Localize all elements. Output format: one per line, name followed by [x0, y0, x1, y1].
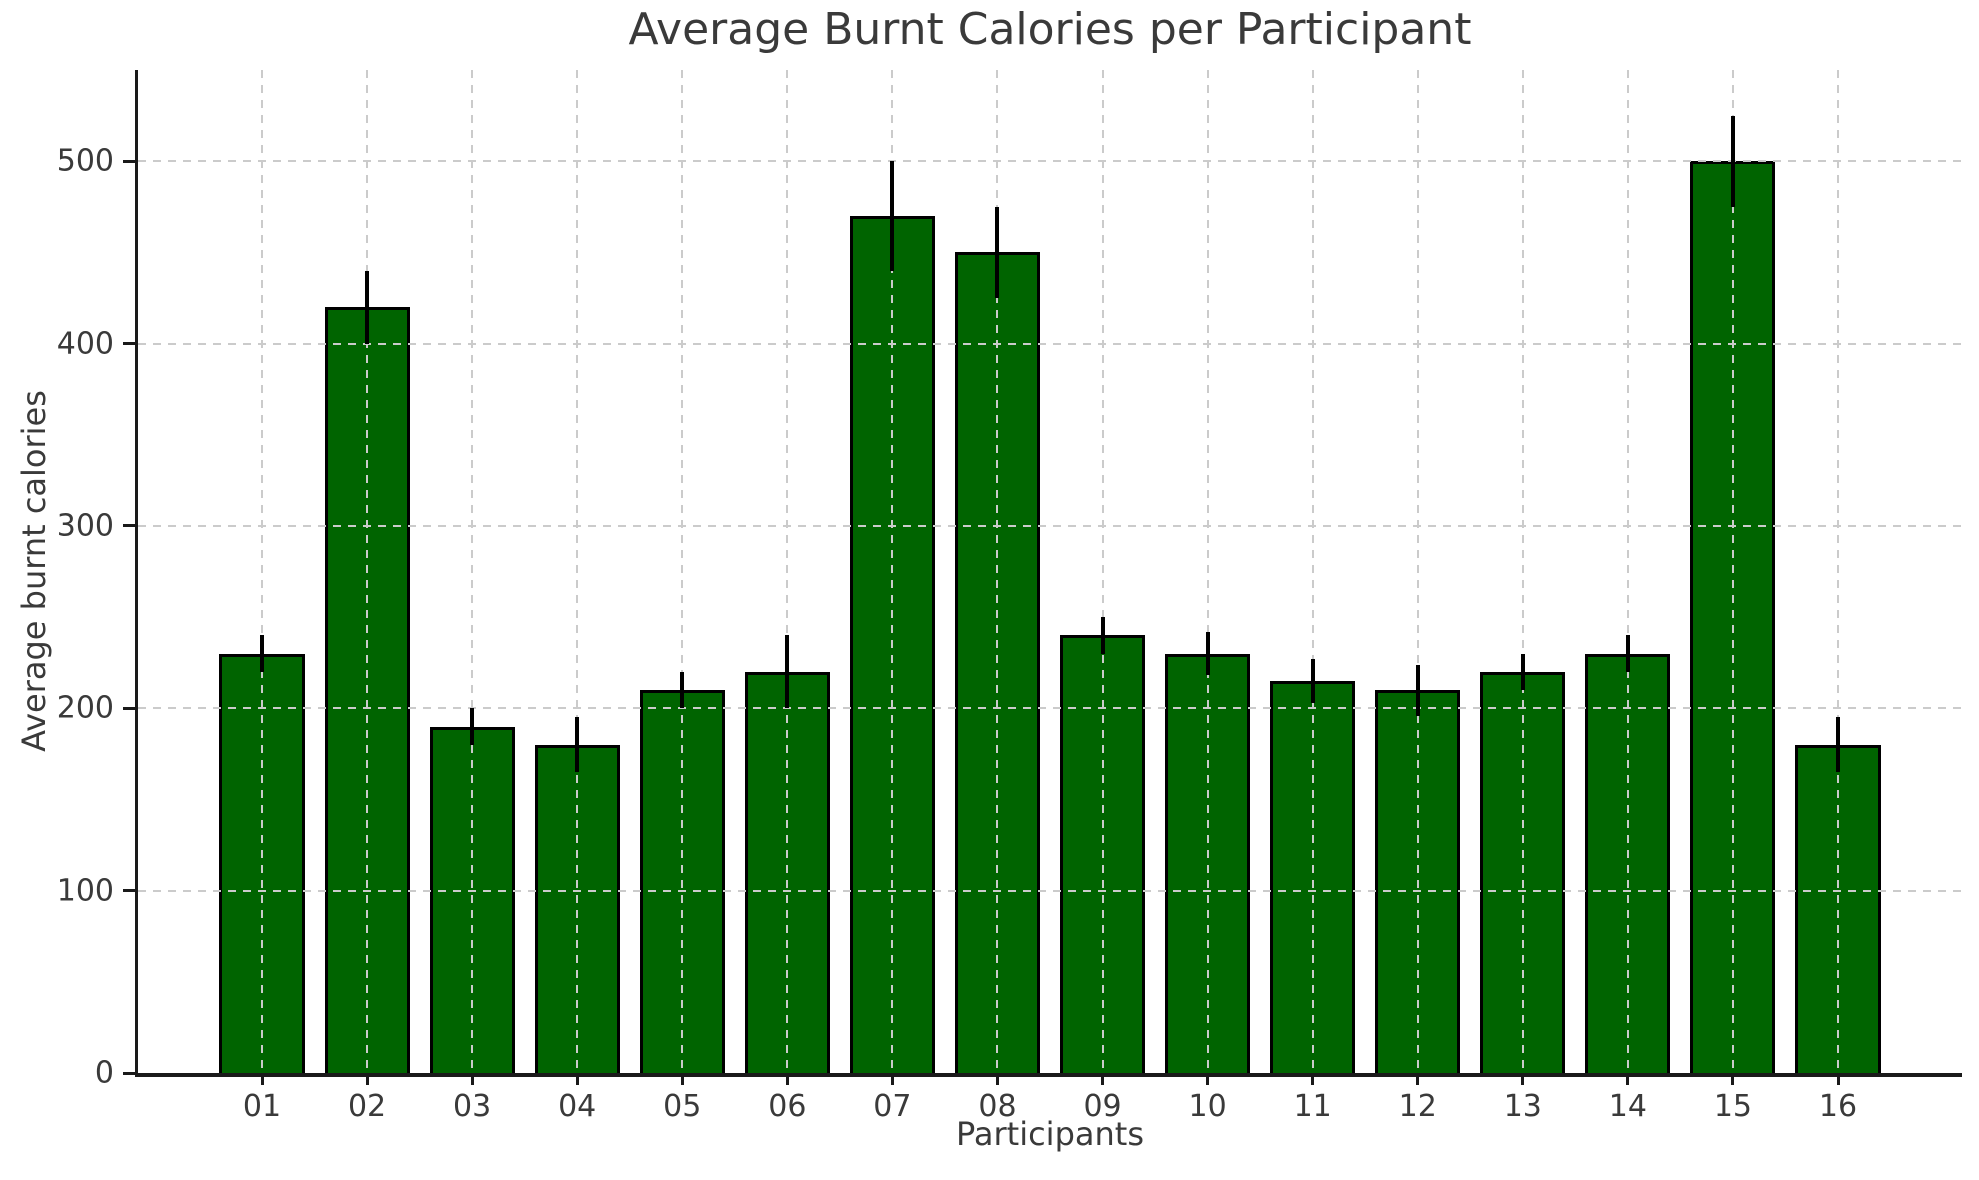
vertical-gridline	[1837, 70, 1839, 1073]
y-tick-mark	[123, 524, 135, 528]
chart-title: Average Burnt Calories per Participant	[628, 4, 1472, 55]
error-bar	[1415, 664, 1420, 716]
x-tick-mark	[890, 1073, 894, 1085]
vertical-gridline	[681, 70, 684, 1073]
error-bar	[1100, 617, 1105, 654]
error-bar	[1625, 635, 1630, 672]
plot-area: 0 100 200 300 400 500 01 02 03 04 05 06 07 08 09 10 11 12…	[57, 70, 1962, 1124]
vertical-gridline	[261, 70, 263, 1073]
x-tick-mark	[1731, 1073, 1735, 1085]
error-bar	[575, 717, 580, 773]
error-bar	[1520, 653, 1525, 691]
y-tick-mark	[123, 706, 135, 710]
x-tick-label: 08	[978, 1089, 1017, 1124]
x-tick-mark	[1416, 1073, 1420, 1085]
vertical-gridline	[891, 70, 894, 1073]
x-tick-mark	[575, 1073, 579, 1085]
x-tick-label: 03	[453, 1089, 492, 1124]
vertical-gridline	[996, 70, 999, 1073]
x-tick-mark	[680, 1073, 684, 1085]
x-tick-mark	[1206, 1073, 1210, 1085]
horizontal-gridline	[138, 707, 1962, 710]
x-tick-label: 13	[1503, 1089, 1542, 1124]
x-tick-mark	[1311, 1073, 1315, 1085]
vertical-gridline	[1101, 70, 1104, 1073]
x-tick-label: 10	[1188, 1089, 1227, 1124]
x-tick-mark	[365, 1073, 369, 1085]
error-bar	[785, 635, 790, 709]
x-axis-spine	[135, 1073, 1962, 1077]
error-bar	[260, 635, 264, 672]
x-tick-label: 07	[873, 1089, 912, 1124]
error-bar	[365, 270, 370, 344]
vertical-gridline	[786, 70, 789, 1073]
y-tick-mark	[123, 1071, 135, 1075]
vertical-gridline	[1731, 70, 1734, 1073]
vertical-gridline	[576, 70, 579, 1073]
horizontal-gridline	[138, 889, 1962, 892]
x-tick-label: 11	[1293, 1089, 1332, 1124]
x-tick-label: 06	[768, 1089, 807, 1124]
x-tick-mark	[1101, 1073, 1105, 1085]
y-axis-label: Average burnt calories	[15, 390, 53, 752]
y-tick-label: 400	[56, 326, 114, 362]
y-tick-label: 200	[56, 690, 114, 726]
error-bar	[995, 206, 1000, 298]
x-tick-label: 01	[242, 1089, 282, 1124]
vertical-gridline	[366, 70, 369, 1073]
error-bar	[680, 671, 685, 709]
error-bar	[470, 708, 475, 745]
x-tick-mark	[1521, 1073, 1525, 1085]
y-tick-mark	[123, 342, 135, 346]
x-axis-label: Participants	[956, 1115, 1144, 1153]
error-bar	[890, 161, 895, 271]
x-tick-mark	[470, 1073, 474, 1085]
vertical-gridline	[1416, 70, 1419, 1073]
y-tick-label: 300	[56, 508, 114, 544]
x-tick-mark	[1836, 1073, 1840, 1085]
horizontal-gridline	[138, 524, 1962, 527]
x-tick-mark	[1626, 1073, 1630, 1085]
vertical-gridline	[471, 70, 474, 1073]
y-tick-label: 0	[94, 1055, 114, 1091]
error-bar	[1310, 659, 1315, 703]
x-tick-label: 15	[1713, 1089, 1753, 1124]
x-tick-label: 04	[558, 1089, 597, 1124]
horizontal-gridline	[138, 160, 1962, 163]
vertical-gridline	[1626, 70, 1629, 1073]
x-tick-label: 14	[1608, 1089, 1647, 1124]
x-tick-mark	[995, 1073, 999, 1085]
error-bar	[1730, 115, 1735, 207]
x-tick-label: 09	[1083, 1089, 1122, 1124]
y-tick-label: 500	[56, 143, 114, 179]
vertical-gridline	[1521, 70, 1524, 1073]
x-tick-label: 02	[347, 1089, 387, 1124]
vertical-gridline	[1206, 70, 1209, 1073]
x-tick-label: 16	[1818, 1089, 1858, 1124]
y-tick-mark	[123, 889, 135, 893]
x-tick-mark	[260, 1073, 264, 1085]
error-bar	[1836, 717, 1840, 773]
y-tick-label: 100	[56, 873, 114, 909]
y-axis-spine	[135, 70, 138, 1073]
x-tick-mark	[785, 1073, 789, 1085]
y-tick-mark	[123, 159, 135, 163]
x-tick-label: 12	[1398, 1089, 1437, 1124]
error-bar	[1205, 631, 1210, 676]
vertical-gridline	[1311, 70, 1314, 1073]
horizontal-gridline	[138, 342, 1962, 345]
x-tick-label: 05	[663, 1089, 702, 1124]
